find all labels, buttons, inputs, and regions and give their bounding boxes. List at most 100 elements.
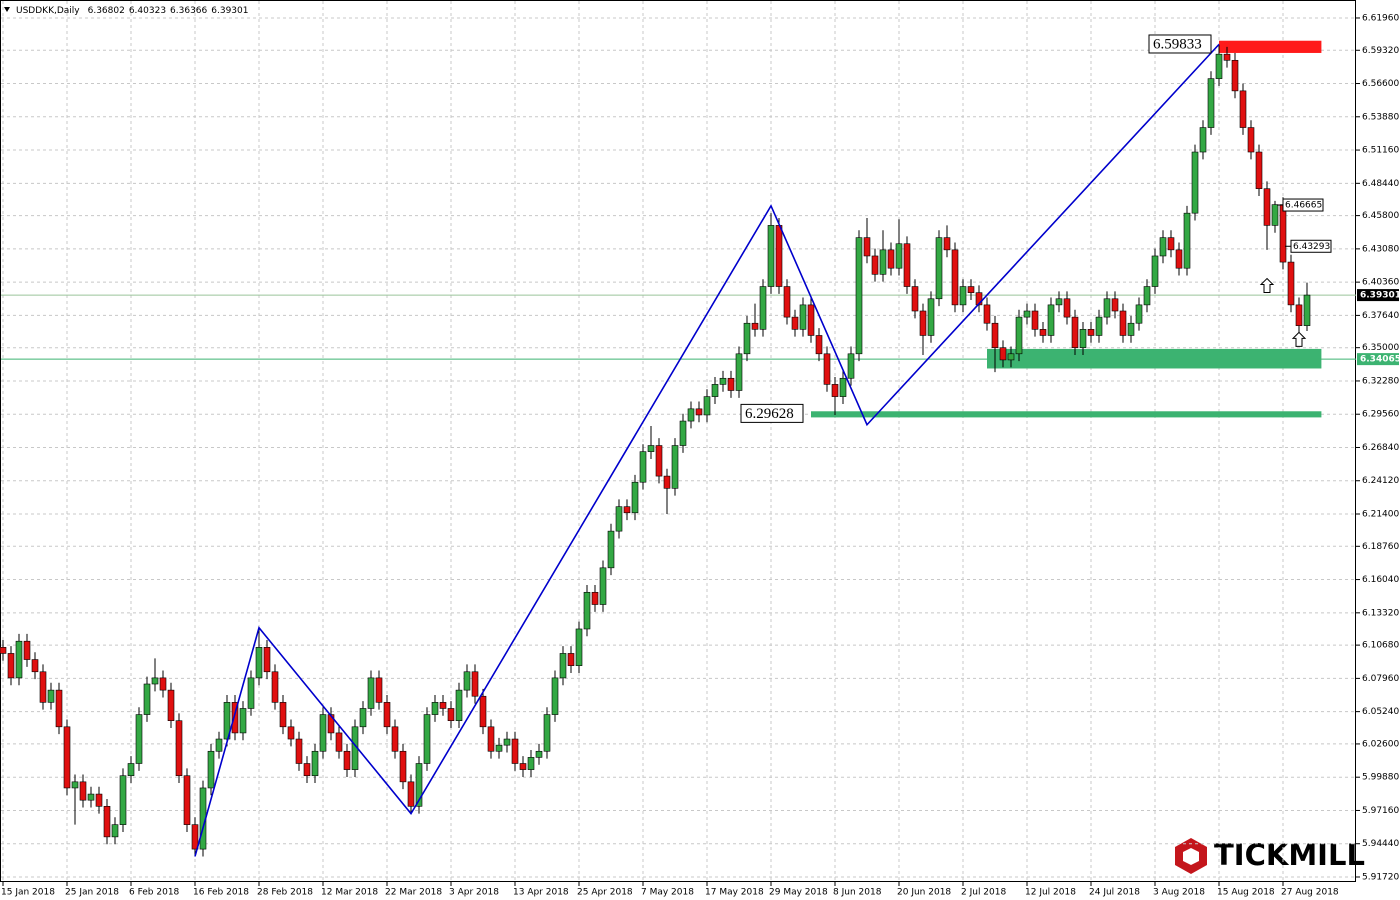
candle-body — [639, 451, 647, 483]
y-tick-label: 5.94440 — [1362, 839, 1399, 849]
arrow-icon — [1259, 277, 1275, 294]
candle-body — [39, 671, 47, 703]
candle-body — [1223, 53, 1231, 61]
y-tick-label: 6.24120 — [1362, 476, 1399, 486]
candle-body — [1135, 304, 1143, 324]
candle-body — [1175, 249, 1183, 269]
y-tick-label: 6.10680 — [1362, 641, 1399, 651]
candle-body — [991, 322, 999, 348]
candle-body — [1287, 261, 1295, 306]
candle-body — [1255, 151, 1263, 190]
level-label-box — [740, 403, 804, 423]
candle-body — [1111, 298, 1119, 312]
y-tick-label: 6.26840 — [1362, 443, 1399, 453]
x-tick-label: 8 Jun 2018 — [833, 888, 882, 898]
candle-body — [919, 310, 927, 336]
price-tag-bg — [1357, 353, 1399, 366]
candle-body — [343, 750, 351, 770]
candle-body — [1079, 329, 1087, 348]
y-tick-label: 6.13320 — [1362, 608, 1399, 618]
candle-body — [567, 653, 575, 666]
x-tick-label: 12 Jul 2018 — [1025, 888, 1076, 898]
candle-body — [207, 750, 215, 789]
candle-body — [375, 677, 383, 703]
candle-body — [1271, 204, 1279, 226]
candle-body — [615, 506, 623, 532]
candle-body — [55, 689, 63, 728]
candle-body — [767, 225, 775, 287]
candle-body — [319, 714, 327, 752]
candle-body — [423, 714, 431, 764]
y-tick-label: 5.99880 — [1362, 773, 1399, 783]
candle-body — [175, 720, 183, 777]
candle-body — [143, 683, 151, 715]
candle-body — [111, 824, 119, 838]
arrow-icon — [1291, 331, 1307, 347]
candle-body — [399, 750, 407, 783]
candle-body — [663, 475, 671, 489]
chart-header: USDDKK,Daily 6.36802 6.40323 6.36366 6.39301 — [16, 6, 248, 16]
logo-text: TICKMILL — [1214, 838, 1365, 872]
candle-body — [719, 377, 727, 385]
y-tick-label: 6.29560 — [1362, 410, 1399, 420]
candle-body — [79, 781, 87, 801]
candle-body — [807, 304, 815, 336]
y-tick-label: 6.56600 — [1362, 79, 1399, 89]
candle-body — [1063, 298, 1071, 318]
candle-body — [271, 671, 279, 703]
candle-body — [119, 775, 127, 825]
candle-body — [575, 628, 583, 666]
candle-body — [463, 671, 471, 691]
candle-body — [279, 702, 287, 728]
price-tag-text: 6.46665 — [1285, 201, 1322, 211]
candle-body — [383, 702, 391, 728]
candle-body — [479, 695, 487, 728]
candle-body — [511, 738, 519, 764]
candle-body — [887, 249, 895, 269]
candle-body — [911, 286, 919, 312]
candle-body — [1215, 53, 1223, 79]
candle-body — [1159, 237, 1167, 257]
candle-body — [1119, 310, 1127, 336]
candle-body — [759, 286, 767, 330]
x-tick-label: 17 May 2018 — [705, 888, 764, 898]
candle-body — [495, 744, 503, 752]
y-tick-label: 6.02600 — [1362, 739, 1399, 749]
candle-body — [983, 304, 991, 324]
candle-body — [839, 377, 847, 397]
candle-body — [335, 732, 343, 752]
candle-body — [15, 640, 23, 679]
candle-body — [679, 420, 687, 446]
candle-body — [1095, 316, 1103, 336]
x-tick-label: 15 Jan 2018 — [1, 888, 55, 898]
candle-body — [183, 775, 191, 825]
candle-body — [951, 249, 959, 306]
y-tick-label: 6.59320 — [1362, 46, 1399, 56]
candle-body — [263, 647, 271, 673]
candle-body — [671, 445, 679, 489]
level-label: 6.59833 — [1148, 34, 1212, 54]
level-label-text: 6.59833 — [1153, 36, 1202, 52]
zone — [1219, 40, 1322, 53]
candle-body — [1023, 310, 1031, 318]
candle-body — [439, 702, 447, 709]
candle-body — [95, 793, 103, 807]
y-tick-label: 6.32280 — [1362, 376, 1399, 386]
candle-body — [775, 225, 783, 287]
plot-frame — [0, 0, 1356, 882]
candle-body — [999, 347, 1007, 361]
level-label-box — [1148, 34, 1212, 54]
candle-body — [23, 640, 31, 660]
x-tick-label: 2 Jul 2018 — [961, 888, 1006, 898]
candle-body — [191, 824, 199, 850]
candle-body — [1031, 310, 1039, 330]
candle-body — [215, 738, 223, 752]
candle-body — [735, 353, 743, 391]
x-tick-label: 25 Apr 2018 — [577, 888, 633, 898]
candle-body — [695, 408, 703, 416]
candle-body — [415, 763, 423, 807]
candle-body — [231, 702, 239, 734]
level-label: 6.29628 — [740, 403, 804, 423]
price-tag: 6.39301 — [1360, 291, 1400, 301]
